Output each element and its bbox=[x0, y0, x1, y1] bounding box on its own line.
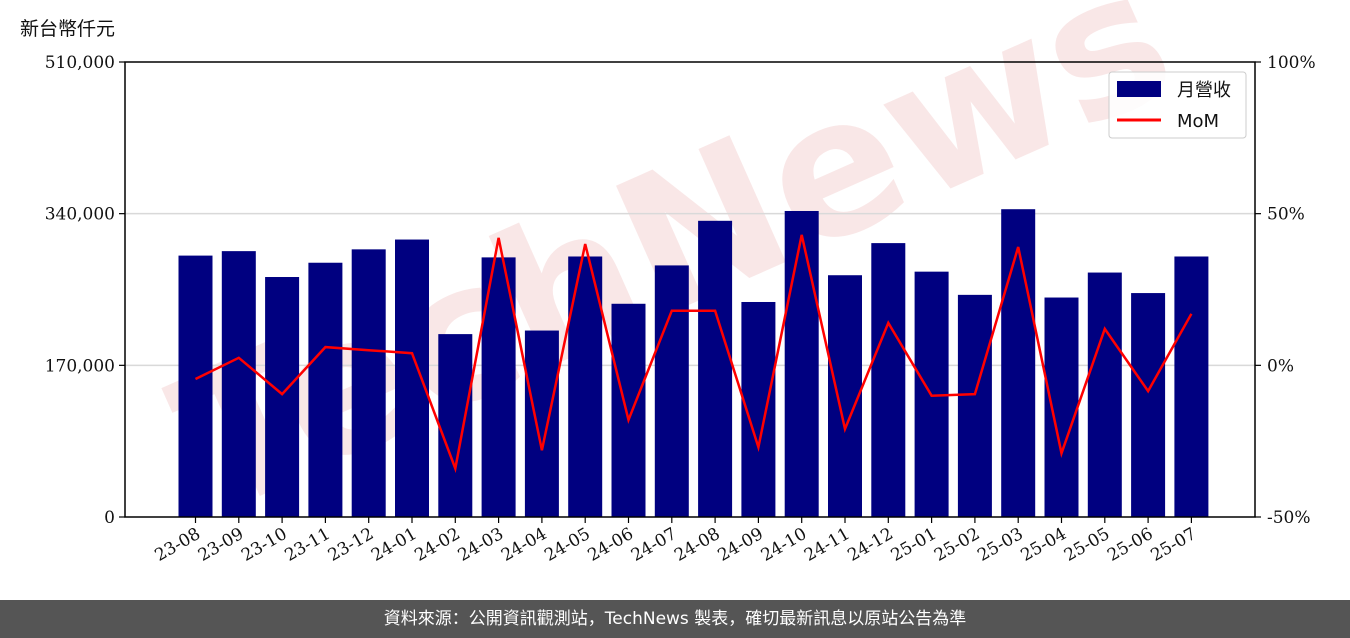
x-tick-label: 24-06 bbox=[585, 524, 637, 566]
left-tick-label: 170,000 bbox=[45, 356, 115, 376]
bar-24-08 bbox=[698, 220, 733, 517]
x-tick-label: 24-07 bbox=[628, 524, 680, 566]
y-axis-unit-label: 新台幣仟元 bbox=[20, 18, 116, 40]
x-tick-label: 24-08 bbox=[671, 524, 723, 566]
bar-25-04 bbox=[1044, 297, 1079, 517]
mom-line bbox=[194, 234, 1193, 474]
right-tick-label: 0% bbox=[1267, 356, 1294, 376]
bar-24-07 bbox=[654, 265, 689, 517]
left-tick-label: 510,000 bbox=[45, 53, 115, 73]
right-tick-label: 100% bbox=[1267, 53, 1316, 73]
legend-label-revenue: 月營收 bbox=[1177, 80, 1231, 101]
plot-frame bbox=[124, 61, 1256, 518]
line-series bbox=[194, 234, 1193, 474]
right-tick-label: 50% bbox=[1267, 205, 1305, 225]
x-tick-label: 24-05 bbox=[541, 524, 593, 566]
legend-label-mom: MoM bbox=[1177, 111, 1219, 132]
x-tick-label: 24-12 bbox=[844, 524, 896, 566]
right-tick-label: -50% bbox=[1267, 508, 1311, 528]
x-tick-label: 24-10 bbox=[758, 524, 810, 566]
x-tick-label: 24-09 bbox=[714, 524, 766, 566]
bar-25-05 bbox=[1087, 272, 1122, 517]
bar-24-01 bbox=[395, 239, 429, 517]
left-tick-label: 340,000 bbox=[45, 205, 115, 225]
x-tick-label: 24-02 bbox=[411, 524, 463, 566]
chart: TechNews 0170,000340,000510,000-50%0%50%… bbox=[45, 0, 1316, 566]
bar-25-03 bbox=[1001, 209, 1036, 518]
x-tick-label: 25-06 bbox=[1104, 524, 1156, 566]
x-tick-label: 25-07 bbox=[1147, 524, 1199, 566]
bar-24-02 bbox=[438, 334, 473, 517]
source-footer: 資料來源：公開資訊觀測站，TechNews 製表，確切最新訊息以原站公告為準 bbox=[0, 600, 1350, 638]
x-tick-label: 23-08 bbox=[152, 524, 204, 566]
bar-23-12 bbox=[351, 249, 386, 517]
x-tick-label: 25-01 bbox=[888, 524, 940, 566]
bar-25-06 bbox=[1131, 293, 1166, 517]
x-tick-label: 24-03 bbox=[455, 524, 507, 566]
x-tick-label: 24-11 bbox=[801, 524, 853, 566]
bar-25-02 bbox=[957, 294, 992, 517]
bar-24-10 bbox=[784, 210, 819, 518]
bar-24-12 bbox=[871, 243, 906, 517]
x-tick-label: 25-05 bbox=[1061, 524, 1113, 566]
x-tick-label: 24-04 bbox=[498, 524, 550, 566]
plot-border bbox=[124, 61, 1256, 518]
bar-23-08 bbox=[178, 255, 213, 518]
x-tick-label: 25-03 bbox=[974, 524, 1026, 566]
bar-24-06 bbox=[611, 303, 646, 517]
x-tick-label: 25-02 bbox=[931, 524, 983, 566]
x-tick-label: 23-09 bbox=[195, 524, 247, 566]
bar-25-07 bbox=[1174, 256, 1209, 517]
left-tick-label: 0 bbox=[104, 508, 115, 528]
bar-24-11 bbox=[828, 275, 862, 517]
bar-24-04 bbox=[524, 330, 559, 517]
x-tick-label: 24-01 bbox=[368, 524, 420, 566]
legend-swatch-bar bbox=[1117, 81, 1161, 97]
bar-23-09 bbox=[221, 251, 256, 517]
x-tick-label: 25-04 bbox=[1018, 524, 1070, 566]
legend: 月營收 MoM bbox=[1108, 71, 1247, 139]
bar-23-11 bbox=[308, 262, 343, 517]
x-tick-label: 23-12 bbox=[325, 524, 377, 566]
bar-23-10 bbox=[265, 277, 300, 517]
